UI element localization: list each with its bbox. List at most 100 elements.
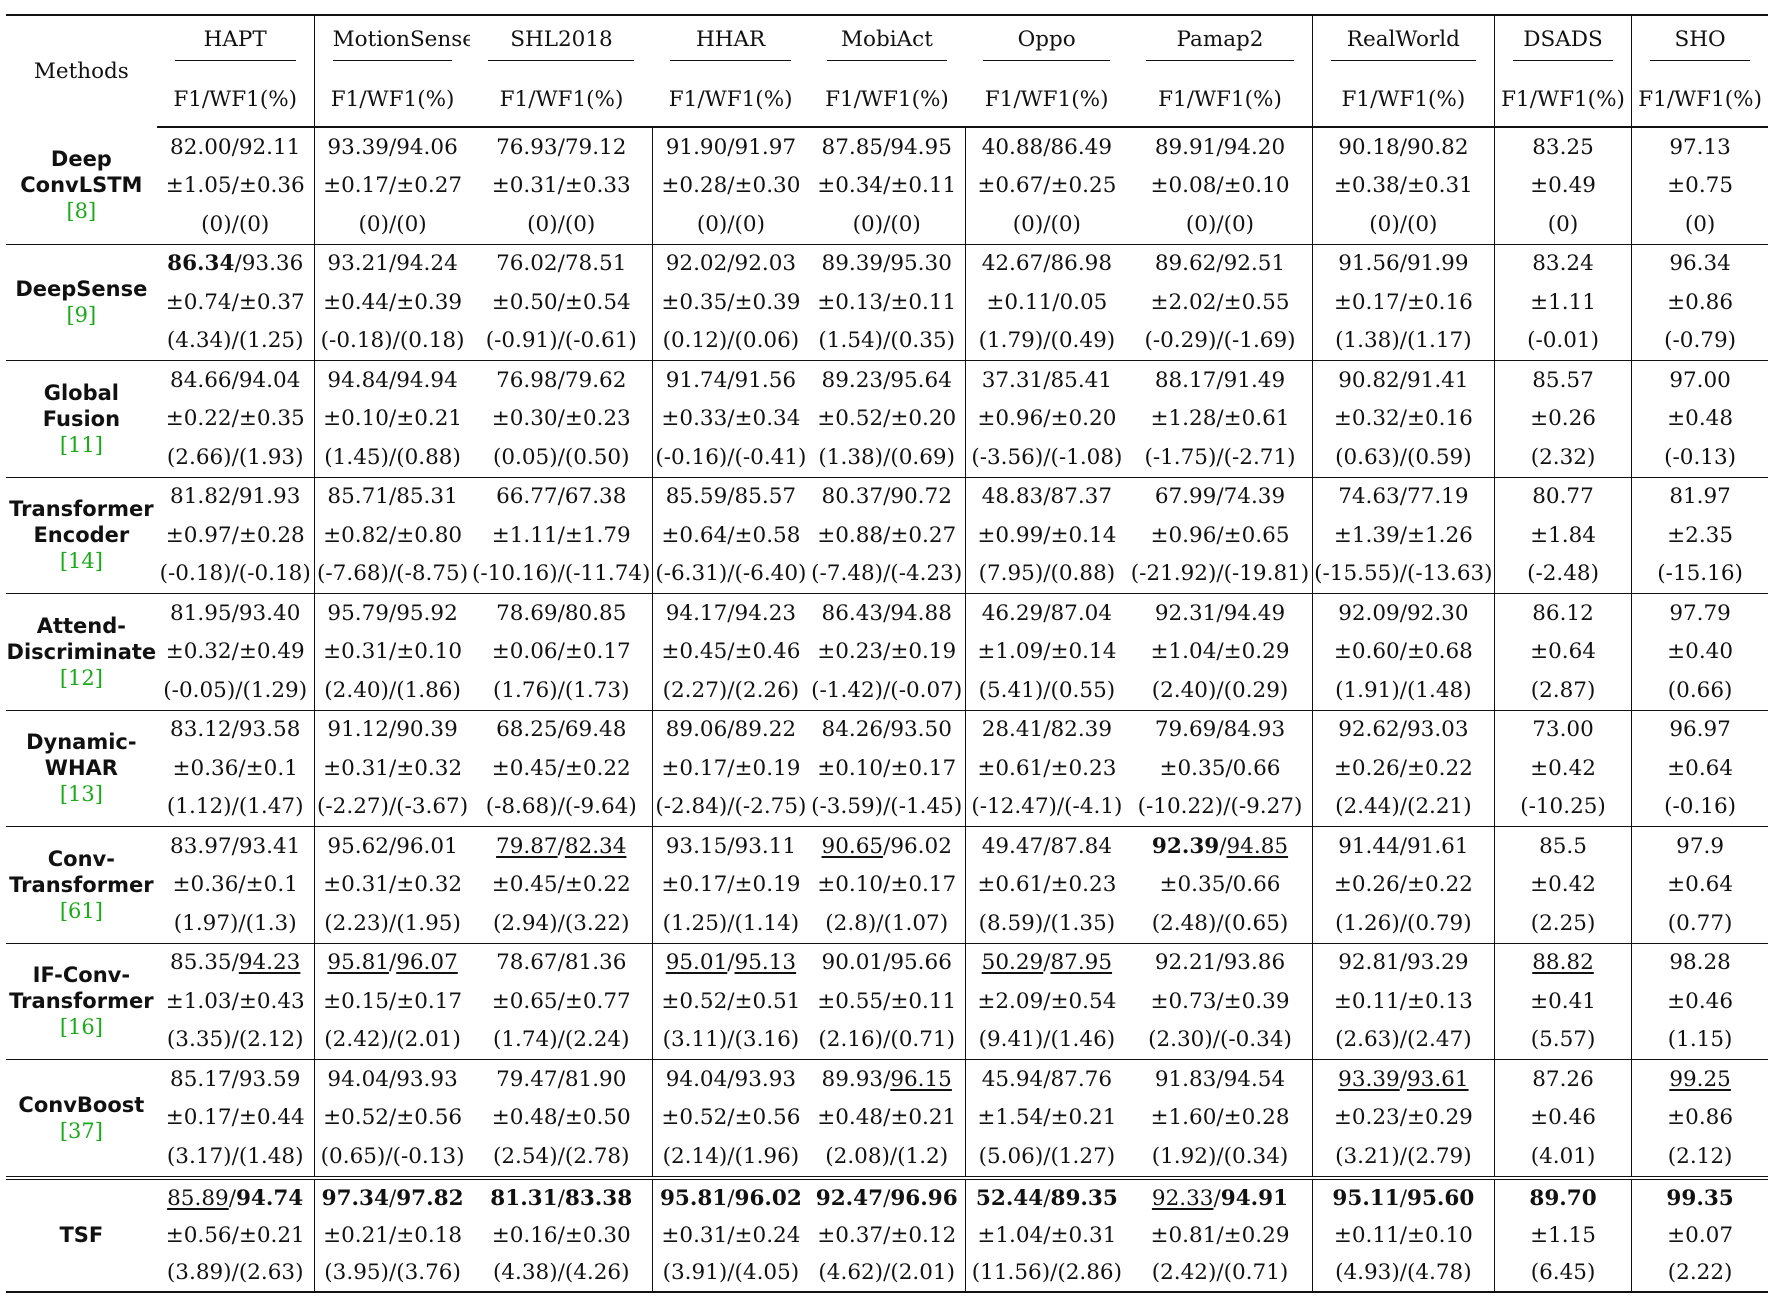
value-cell-hapt: 83.97/93.41 <box>170 833 301 859</box>
value-cell-mobiact: ±0.10/±0.17 <box>817 872 957 898</box>
value-cell-sho: (-15.16) <box>1631 554 1768 594</box>
value-cell-mobiact: (-3.59)/(-1.45) <box>808 787 966 827</box>
value-cell-mobiact: 86.43/94.88 <box>821 600 952 626</box>
dataset-name: MotionSense <box>332 27 470 61</box>
citation-link[interactable]: [12] <box>59 665 103 690</box>
results-table-container: Methods HAPT MotionSense SHL2018 HHAR MobiAc… <box>6 14 1768 1293</box>
value-cell-pamap2: ±0.96/±0.65 <box>1150 522 1290 548</box>
value-cell-pamap2: (1.92)/(0.34) <box>1128 1137 1313 1180</box>
value-cell-oppo: 50.29/87.95 <box>964 943 1129 982</box>
value-cell-motionsense: 94.04/93.93 <box>313 1059 471 1099</box>
value-cell-shl2018: ±0.06/±0.17 <box>491 639 631 665</box>
citation-link[interactable]: [9] <box>66 303 97 328</box>
citation-link[interactable]: [13] <box>59 782 103 807</box>
method-mean-row: ConvBoost [37] 85.17/93.59 94.04/93.93 79.47… <box>6 1059 1768 1180</box>
citation-link[interactable]: [8] <box>66 199 97 224</box>
value-cell-motionsense: 94.84/94.94 <box>313 360 471 400</box>
value-cell-hhar: (-0.16)/(-0.41) <box>651 438 809 478</box>
value-cell-motionsense: (2.23)/(1.95) <box>313 904 471 944</box>
dataset-header-motionsense: MotionSense <box>313 14 471 72</box>
citation-link[interactable]: [11] <box>59 432 103 457</box>
value-cell-pamap2: (2.48)/(0.65) <box>1128 904 1313 944</box>
citation-link[interactable]: [61] <box>59 898 103 923</box>
dataset-name: Oppo <box>983 27 1111 61</box>
value-cell-sho: ±0.86 <box>1631 1098 1768 1137</box>
value-cell-dsads: 83.25 <box>1493 127 1632 167</box>
value-cell-pamap2: 91.83/94.54 <box>1154 1066 1286 1092</box>
second-best-value: 88.82 <box>1532 950 1594 976</box>
value-cell-pamap2: (-0.29)/(-1.69) <box>1128 321 1313 361</box>
value-cell-hapt: (4.34)/(1.25) <box>156 321 315 361</box>
value-cell-dsads: (0) <box>1493 205 1632 245</box>
citation-link[interactable]: [16] <box>59 1015 103 1040</box>
value-cell-realworld: ±0.11/±0.10 <box>1311 1216 1495 1254</box>
value-cell-realworld: ±0.32/±0.16 <box>1311 399 1495 438</box>
methods-column-header: Methods <box>6 14 157 127</box>
value-cell-sho: ±0.40 <box>1631 632 1768 671</box>
second-best-value: 93.61 <box>1406 1066 1469 1092</box>
value-cell-shl2018: (0)/(0) <box>470 205 653 245</box>
value-cell-mobiact: 89.23/95.64 <box>821 367 952 393</box>
value-cell-hapt: ±0.97/±0.28 <box>165 522 305 548</box>
best-value: 99.35 <box>1666 1185 1734 1211</box>
citation-link[interactable]: [37] <box>59 1118 103 1143</box>
value-cell-realworld: ±0.26/±0.22 <box>1311 865 1495 904</box>
value-cell-realworld: ±0.23/±0.29 <box>1311 1098 1495 1137</box>
value-cell-pamap2: 89.62/92.51 <box>1154 251 1286 277</box>
value-cell-dsads: (2.25) <box>1493 904 1632 944</box>
value-cell-mobiact: (-7.48)/(-4.23) <box>808 554 966 594</box>
value-cell-motionsense: (0.65)/(-0.13) <box>313 1137 471 1180</box>
value-cell-realworld: 92.62/93.03 <box>1311 710 1495 749</box>
method-name-cell: Global Fusion [11] <box>6 360 157 478</box>
value-cell-sho: ±0.07 <box>1631 1216 1768 1254</box>
best-value: 86.34 <box>167 251 235 277</box>
metric-label: F1/WF1(%) <box>652 72 809 128</box>
value-cell-shl2018: 81.31/83.38 <box>490 1185 633 1211</box>
value-cell-oppo: ±0.99/±0.14 <box>964 516 1129 555</box>
best-value: 83.38 <box>564 1185 633 1211</box>
value-cell-pamap2: ±1.28/±0.61 <box>1150 406 1290 432</box>
method-std-row: ±0.97/±0.28 ±0.82/±0.80 ±1.11/±1.79 ±0.64/±… <box>6 516 1768 555</box>
second-best-value: 95.81 <box>327 950 389 976</box>
value-cell-shl2018: 66.77/67.38 <box>496 484 627 510</box>
value-cell-mobiact: (4.62)/(2.01) <box>808 1253 966 1293</box>
value-cell-mobiact: ±0.23/±0.19 <box>817 639 957 665</box>
value-cell-pamap2: (-10.22)/(-9.27) <box>1128 787 1313 827</box>
value-cell-hhar: ±0.64/±0.58 <box>651 516 809 555</box>
value-cell-hapt: (1.97)/(1.3) <box>156 904 315 944</box>
results-table: Methods HAPT MotionSense SHL2018 HHAR MobiAc… <box>6 14 1768 1293</box>
value-cell-shl2018: ±1.11/±1.79 <box>491 522 631 548</box>
value-cell-sho: (-0.13) <box>1631 438 1768 478</box>
method-delta-row: (3.17)/(1.48) (0.65)/(-0.13) (2.54)/(2.78)… <box>6 1137 1768 1180</box>
value-cell-shl2018: 79.87/82.34 <box>496 833 627 859</box>
value-cell-pamap2: (0)/(0) <box>1128 205 1313 245</box>
method-name-cell: Deep ConvLSTM [8] <box>6 127 157 245</box>
citation-link[interactable]: [14] <box>59 549 103 574</box>
value-cell-mobiact: ±0.52/±0.20 <box>817 406 957 432</box>
value-cell-sho: ±0.75 <box>1631 166 1768 205</box>
value-cell-oppo: ±0.67/±0.25 <box>964 166 1129 205</box>
method-delta-row: (0)/(0) (0)/(0) (0)/(0) (0)/(0) (0)/(0) (0)/(… <box>6 205 1768 245</box>
value-cell-mobiact: (2.16)/(0.71) <box>808 1020 966 1060</box>
dataset-header-row: Methods HAPT MotionSense SHL2018 HHAR MobiAc… <box>6 14 1768 127</box>
method-delta-row: (3.35)/(2.12) (2.42)/(2.01) (1.74)/(2.24)(… <box>6 1020 1768 1060</box>
value-cell-pamap2: 92.33/94.91 <box>1151 1185 1289 1211</box>
second-best-value: 95.13 <box>734 950 797 976</box>
value-cell-oppo: (5.41)/(0.55) <box>964 671 1129 711</box>
method-name-cell: Conv- Transformer [61] <box>6 826 157 944</box>
value-cell-shl2018: (-8.68)/(-9.64) <box>470 787 653 827</box>
value-cell-shl2018: ±0.45/±0.22 <box>491 872 631 898</box>
value-cell-motionsense: ±0.21/±0.18 <box>313 1216 471 1254</box>
value-cell-realworld: (0)/(0) <box>1311 205 1495 245</box>
value-cell-hapt: ±0.32/±0.49 <box>165 639 305 665</box>
best-value: 95.81 <box>659 1185 728 1211</box>
value-cell-sho: 97.9 <box>1631 826 1768 866</box>
value-cell-pamap2: ±1.60/±0.28 <box>1150 1105 1290 1131</box>
best-value: 96.96 <box>890 1185 958 1211</box>
value-cell-sho: 98.28 <box>1631 943 1768 982</box>
value-cell-hapt: 85.35/94.23 <box>170 950 301 976</box>
value-cell-motionsense: 91.12/90.39 <box>313 710 471 749</box>
best-value: 94.91 <box>1220 1185 1289 1211</box>
value-cell-motionsense: 85.71/85.31 <box>313 477 471 516</box>
value-cell-oppo: 46.29/87.04 <box>964 593 1129 633</box>
